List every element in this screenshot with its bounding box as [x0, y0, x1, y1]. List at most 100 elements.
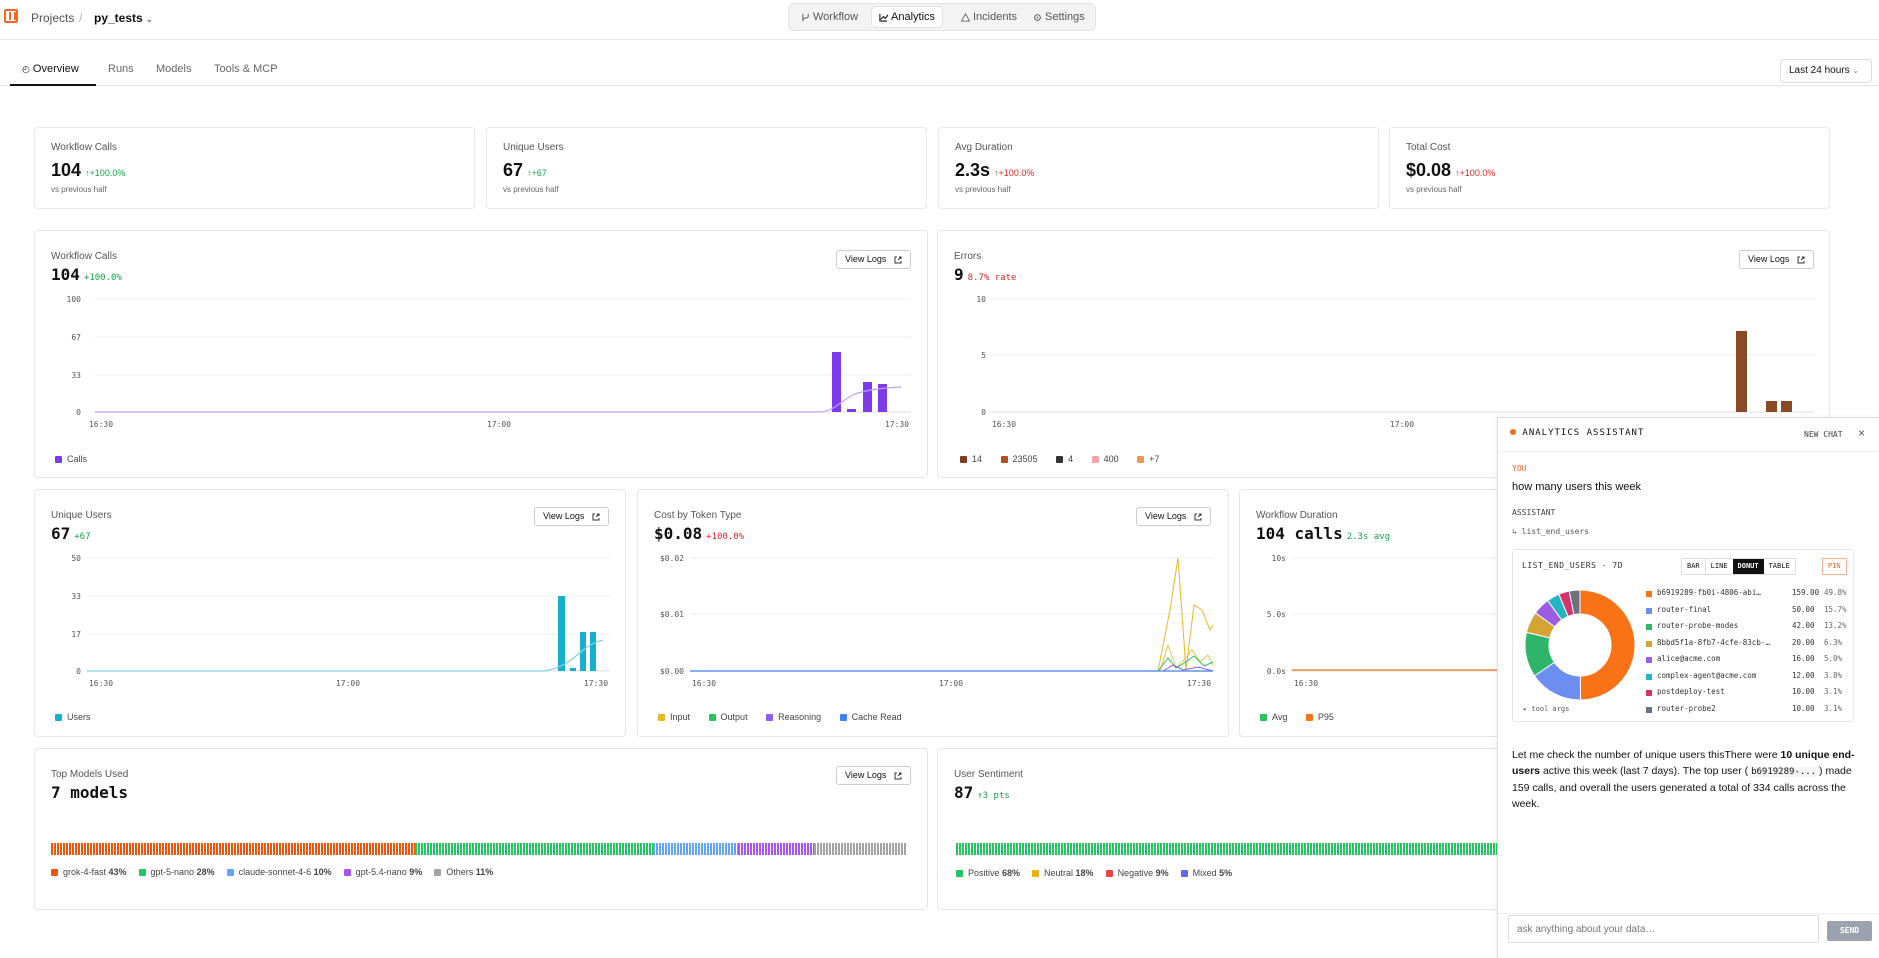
bar-segment[interactable] — [956, 843, 1539, 855]
chevron-down-icon: ⌄ — [1852, 66, 1860, 75]
card-title: Errors — [954, 251, 982, 262]
stat-sub: vs previous half — [955, 185, 1011, 194]
x-tick: 17:00 — [336, 679, 360, 688]
analytics-assistant-panel: ANALYTICS ASSISTANT NEW CHAT × YOU how m… — [1497, 417, 1879, 958]
stat-label: Avg Duration — [955, 142, 1013, 153]
result-widget: LIST_END_USERS · 7D BAR LINE DONUT TABLE… — [1512, 549, 1854, 722]
donut-chart — [1524, 589, 1636, 701]
bar — [580, 632, 586, 671]
nav-settings[interactable]: Settings — [1026, 7, 1092, 27]
chart-legend: 14 23505 4 400 +7 — [960, 454, 1175, 464]
bar-segment[interactable] — [415, 843, 653, 855]
active-tab-indicator — [10, 84, 96, 86]
stat-card-workflow-calls: Workflow Calls 104 ↑+100.0% vs previous h… — [34, 127, 475, 209]
y-tick: 17 — [71, 630, 81, 639]
chart-legend: Calls — [55, 454, 87, 464]
x-tick: 16:30 — [992, 420, 1016, 429]
mode-donut[interactable]: DONUT — [1732, 559, 1764, 574]
card-value: 104 +100.0% — [51, 265, 122, 284]
y-tick: 10s — [1272, 554, 1287, 563]
y-tick: 5 — [981, 351, 986, 360]
nav-analytics[interactable]: Analytics — [872, 7, 943, 27]
external-link-icon — [1797, 256, 1805, 264]
legend-swatch — [55, 456, 62, 463]
donut-slice[interactable] — [1579, 589, 1636, 701]
assistant-answer: Let me check the number of unique users … — [1512, 749, 1855, 810]
mode-table[interactable]: TABLE — [1768, 562, 1790, 570]
close-icon[interactable]: × — [1858, 426, 1866, 440]
bar-segment[interactable] — [737, 843, 814, 855]
tab-runs[interactable]: Runs — [108, 63, 134, 75]
stat-card-total-cost: Total Cost $0.08 ↑+100.0% vs previous hal… — [1389, 127, 1830, 209]
nav-workflow[interactable]: Workflow — [794, 7, 865, 27]
assistant-label: ASSISTANT — [1512, 508, 1556, 517]
logo-icon[interactable] — [4, 9, 18, 23]
chat-input[interactable] — [1508, 915, 1819, 943]
legend-item: Neutral 18% — [1032, 868, 1094, 878]
mode-line[interactable]: LINE — [1704, 559, 1733, 574]
models-stacked-bar — [51, 843, 908, 855]
y-tick: 0.0s — [1267, 667, 1286, 676]
breadcrumb-projects[interactable]: Projects — [31, 11, 75, 25]
card-delta: +100.0% — [706, 532, 745, 542]
view-logs-button[interactable]: View Logs — [1136, 507, 1211, 526]
stat-delta: ↑+100.0% — [1455, 168, 1496, 178]
project-selector[interactable]: py_tests ⌄ — [94, 11, 153, 25]
bar — [590, 632, 596, 671]
view-logs-button[interactable]: View Logs — [534, 507, 609, 526]
time-range-select[interactable]: Last 24 hours ⌄ — [1780, 59, 1872, 83]
breadcrumb-separator: / — [79, 11, 83, 25]
cost-chart: $0.02 $0.01 $0.00 16:30 17:00 17:30 — [660, 554, 1214, 688]
widget-title: LIST_END_USERS · 7D — [1522, 561, 1624, 570]
y-tick: 0 — [76, 408, 81, 417]
tab-overview[interactable]: ◴ Overview — [22, 63, 79, 75]
warning-icon — [960, 12, 971, 22]
trend-line — [87, 639, 604, 672]
send-button[interactable]: SEND — [1827, 921, 1872, 941]
stat-label: Unique Users — [503, 142, 564, 153]
x-tick: 17:00 — [939, 679, 963, 688]
tab-models[interactable]: Models — [156, 63, 192, 75]
x-tick: 16:30 — [1294, 679, 1318, 688]
y-tick: 50 — [71, 554, 81, 563]
tool-args-toggle[interactable]: ▸ tool args — [1523, 705, 1570, 713]
bar — [847, 409, 856, 412]
nav-incidents[interactable]: Incidents — [954, 7, 1024, 27]
view-logs-button[interactable]: View Logs — [1739, 250, 1814, 269]
branch-icon — [802, 13, 809, 22]
chart-icon — [879, 13, 889, 22]
stat-sub: vs previous half — [503, 185, 559, 194]
unique-users-card: Unique Users 67 +67 View Logs 50 33 17 0 … — [34, 489, 626, 737]
y-tick: 5.0s — [1267, 610, 1286, 619]
stat-label: Workflow Calls — [51, 142, 117, 153]
bar-segment[interactable] — [652, 843, 738, 855]
mode-bar[interactable]: BAR — [1687, 562, 1700, 570]
view-logs-button[interactable]: View Logs — [836, 250, 911, 269]
workflow-calls-chart: 100 67 33 0 16:30 17:00 17:30 — [67, 295, 911, 429]
bar — [863, 382, 872, 412]
stat-value: $0.08 ↑+100.0% — [1406, 160, 1496, 180]
donut-legend-row: 8bbd5f1a-8fb7-4cfe-83cb-… 20.00 6.3% — [1646, 638, 1852, 655]
new-chat-button[interactable]: NEW CHAT — [1804, 430, 1843, 439]
external-link-icon — [894, 772, 902, 780]
header-divider — [1498, 451, 1879, 452]
y-tick: 10 — [976, 295, 986, 304]
donut-legend-row: b6919289-fb0i-4806-abi… 159.00 49.8% — [1646, 588, 1852, 605]
donut-legend: b6919289-fb0i-4806-abi… 159.00 49.8% router… — [1646, 588, 1852, 720]
stat-sub: vs previous half — [1406, 185, 1462, 194]
donut-slice[interactable] — [1568, 589, 1581, 616]
tab-tools-mcp[interactable]: Tools & MCP — [214, 63, 278, 75]
view-logs-button[interactable]: View Logs — [836, 766, 911, 785]
bar-segment[interactable] — [813, 843, 908, 855]
view-mode-toggle: BAR LINE DONUT TABLE — [1681, 558, 1796, 575]
main-nav: Workflow Analytics Incidents Settings — [788, 3, 1096, 31]
pin-button[interactable]: PIN — [1822, 558, 1847, 575]
y-tick: $0.00 — [660, 667, 684, 676]
models-legend: grok-4-fast 43% gpt-5-nano 28% claude-sonn… — [51, 867, 505, 877]
gear-icon — [1034, 14, 1041, 21]
bar-segment[interactable] — [51, 843, 416, 855]
bar — [570, 668, 576, 671]
assistant-header: ANALYTICS ASSISTANT — [1510, 428, 1644, 438]
card-title: Unique Users — [51, 510, 112, 521]
card-value: 7 models — [51, 783, 129, 802]
